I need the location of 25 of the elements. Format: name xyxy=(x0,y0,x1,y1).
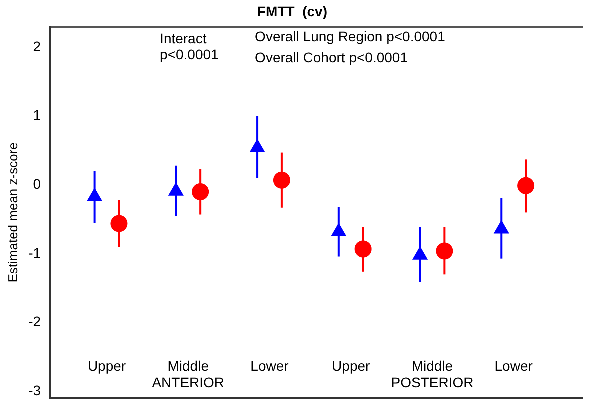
x-tick-label: Lower xyxy=(494,358,534,374)
x-tick-label: Middle xyxy=(168,358,210,374)
point xyxy=(436,242,454,260)
annotation: Overall Lung Region p<0.0001 xyxy=(255,28,446,45)
annotation: Overall Cohort p<0.0001 xyxy=(255,50,408,66)
point xyxy=(518,177,535,194)
annotation: ANTERIOR xyxy=(152,374,225,390)
x-tick-label: Upper xyxy=(332,358,371,374)
point xyxy=(273,172,290,189)
x-tick-label: Middle xyxy=(412,358,454,374)
x-tick-label: Lower xyxy=(250,358,290,374)
point xyxy=(192,184,210,201)
y-tick-label: 1 xyxy=(33,107,42,124)
y-tick-label: 0 xyxy=(33,176,42,192)
y-tick-label: -1 xyxy=(28,244,42,261)
chart-title: FMTT (cv) xyxy=(258,3,328,20)
point xyxy=(354,240,372,258)
annotation: Interact p<0.0001 xyxy=(160,30,220,63)
annotation: POSTERIOR xyxy=(391,374,474,390)
y-tick-label: 2 xyxy=(33,38,42,54)
x-tick-label: Upper xyxy=(88,358,126,374)
point xyxy=(110,215,128,232)
y-tick-label: -2 xyxy=(28,314,42,330)
y-axis-title: Estimated mean z-score xyxy=(5,142,20,283)
y-tick-label: -3 xyxy=(28,382,42,399)
